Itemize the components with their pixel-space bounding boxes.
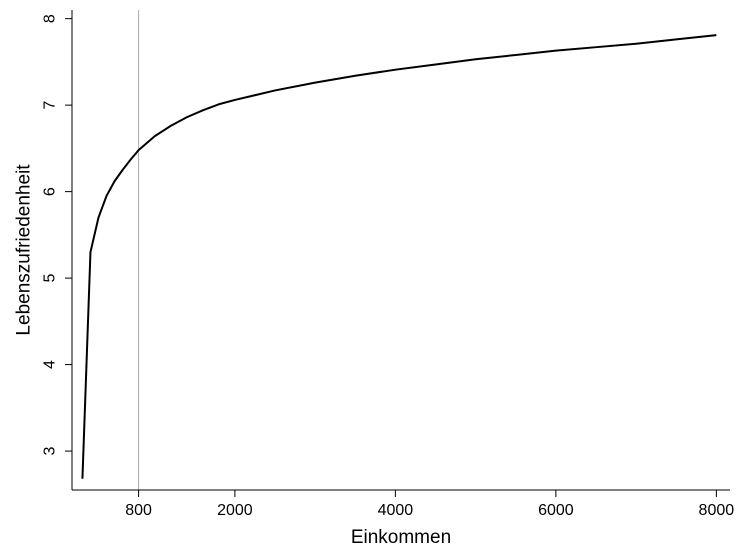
y-tick-label: 3 — [42, 447, 59, 456]
y-tick-label: 8 — [42, 14, 59, 23]
y-tick-label: 4 — [42, 360, 59, 369]
x-tick-label: 800 — [125, 502, 152, 519]
x-tick-label: 6000 — [538, 502, 574, 519]
x-axis-title: Einkommen — [351, 527, 451, 548]
y-tick-label: 6 — [42, 187, 59, 196]
series-line — [81, 34, 717, 479]
x-tick-label: 4000 — [378, 502, 414, 519]
x-tick-label: 8000 — [699, 502, 735, 519]
y-tick-label: 5 — [42, 274, 59, 283]
axes-layer: 800 2000 4000 6000 8000 3 4 5 6 7 8 — [42, 10, 735, 519]
series-layer — [81, 34, 717, 479]
y-tick-label: 7 — [42, 101, 59, 110]
x-tick-label: 2000 — [217, 502, 253, 519]
y-axis-title: Lebenszufriedenheit — [14, 164, 35, 336]
